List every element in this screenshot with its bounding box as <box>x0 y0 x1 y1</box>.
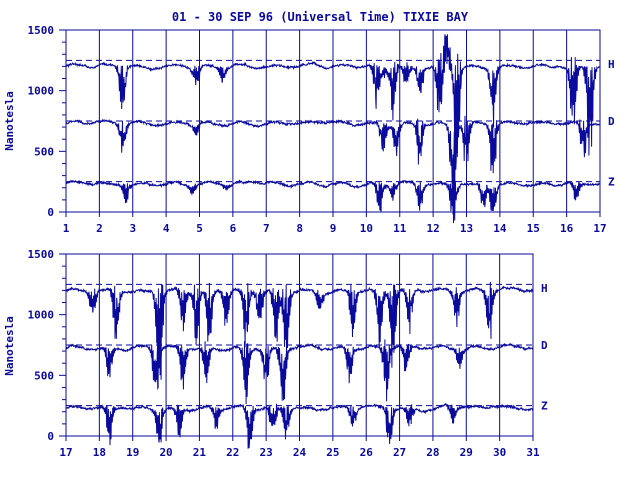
x-tick-label: 12 <box>427 222 440 235</box>
x-tick-label: 17 <box>593 222 606 235</box>
x-tick-label: 5 <box>196 222 203 235</box>
trace-h <box>65 281 534 380</box>
x-tick-label: 24 <box>293 446 307 459</box>
x-tick-label: 3 <box>129 222 136 235</box>
x-tick-label: 16 <box>560 222 574 235</box>
series-label-z: Z <box>608 176 615 189</box>
y-tick-label: 1500 <box>28 248 55 261</box>
panel-bottom: 17 18 19 20 21 22 23 24 25 26 27 28 29 30 31 0 500 1000 15… <box>28 248 549 459</box>
x-tick-label: 2 <box>96 222 103 235</box>
y-tick-label: 500 <box>34 145 54 158</box>
x-tick-label: 18 <box>93 446 106 459</box>
x-tick-label: 28 <box>426 446 439 459</box>
trace-d <box>65 114 601 224</box>
x-tick-label: 6 <box>230 222 237 235</box>
chart-title: 01 - 30 SEP 96 (Universal Time) TIXIE BA… <box>172 10 469 24</box>
y-tick-label: 500 <box>34 369 54 382</box>
x-tick-label: 13 <box>460 222 473 235</box>
x-tick-label: 29 <box>460 446 473 459</box>
x-tick-label: 7 <box>263 222 270 235</box>
y-tick-label: 1000 <box>28 85 55 98</box>
x-tick-label: 10 <box>360 222 373 235</box>
x-tick-label: 4 <box>163 222 170 235</box>
x-tick-label: 22 <box>226 446 239 459</box>
series-label-z: Z <box>541 400 548 413</box>
x-tick-label: 31 <box>526 446 540 459</box>
x-tick-label: 20 <box>159 446 172 459</box>
x-tick-label: 1 <box>63 222 70 235</box>
series-label-h: H <box>608 58 615 71</box>
x-tick-label: 19 <box>126 446 139 459</box>
y-tick-label: 0 <box>47 206 54 219</box>
x-tick-label: 14 <box>493 222 507 235</box>
x-tick-label: 25 <box>326 446 339 459</box>
x-tick-label: 21 <box>193 446 207 459</box>
x-tick-label: 17 <box>59 446 72 459</box>
x-tick-label: 8 <box>296 222 303 235</box>
x-tick-label: 9 <box>330 222 337 235</box>
x-tick-label: 15 <box>527 222 540 235</box>
y-tick-label: 1000 <box>28 309 55 322</box>
x-tick-label: 11 <box>393 222 407 235</box>
y-axis-label-bottom: Nanotesla <box>3 316 16 376</box>
trace-d <box>65 339 534 405</box>
x-tick-label: 23 <box>260 446 273 459</box>
series-label-h: H <box>541 282 548 295</box>
trace-z <box>65 179 601 221</box>
series-label-d: D <box>541 339 548 352</box>
trace-h <box>65 34 601 158</box>
trace-z <box>65 402 534 449</box>
y-tick-label: 0 <box>47 430 54 443</box>
y-tick-label: 1500 <box>28 24 55 37</box>
x-tick-label: 26 <box>360 446 374 459</box>
y-axis-label-top: Nanotesla <box>3 91 16 151</box>
series-label-d: D <box>608 115 615 128</box>
x-tick-label: 30 <box>493 446 506 459</box>
x-tick-label: 27 <box>393 446 406 459</box>
